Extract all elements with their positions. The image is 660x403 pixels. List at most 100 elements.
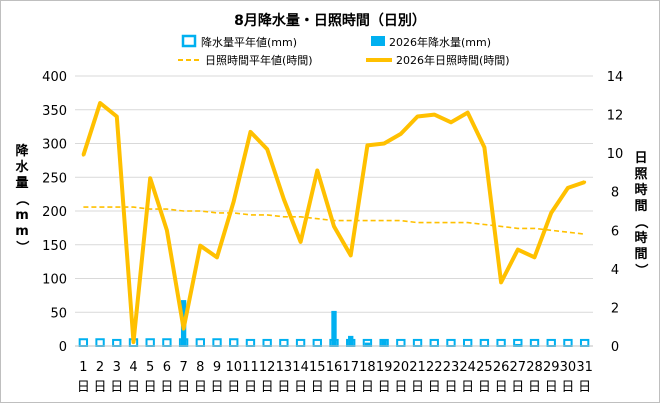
sunshine-2026-point — [382, 142, 386, 145]
precip-2026-bar — [515, 343, 521, 346]
x-tick-label: 24 — [459, 360, 476, 375]
x-tick-label: 18 — [359, 360, 376, 375]
right-tick-label: 6 — [611, 224, 619, 239]
sunshine-2026-point — [182, 327, 186, 331]
right-axis-title-char: 日 — [634, 151, 647, 166]
normal-precip-bar — [463, 338, 473, 347]
left-tick-label: 300 — [42, 138, 67, 153]
sunshine-2026-point — [449, 120, 453, 124]
x-tick-suffix: 日 — [77, 380, 90, 395]
right-axis-title-char: 間 — [634, 199, 647, 214]
normal-precip-bar — [195, 338, 205, 347]
normal-precip-bar — [546, 338, 556, 347]
sunshine-2026-point — [215, 255, 219, 259]
legend-swatch-precip-2026 — [371, 36, 385, 46]
x-tick-suffix: 日 — [578, 380, 591, 395]
right-axis-title: 日照時間（時間） — [633, 151, 649, 277]
normal-precip-bar — [429, 338, 439, 347]
legend-swatch-normal-precip — [181, 34, 197, 48]
right-axis-title-char: （ — [633, 215, 649, 228]
x-tick-suffix: 日 — [160, 380, 173, 395]
x-tick-label: 22 — [426, 360, 443, 375]
normal-precip-bar — [312, 338, 322, 347]
x-tick-label: 7 — [179, 360, 187, 375]
x-tick-suffix: 日 — [211, 380, 224, 395]
x-tick-label: 13 — [276, 360, 293, 375]
sunshine-2026-point — [148, 176, 152, 180]
sunshine-2026-line — [81, 101, 586, 345]
x-tick-suffix: 日 — [244, 380, 257, 395]
right-axis-ticks: 0 2 4 6 8 10 12 14 — [607, 70, 624, 355]
sunshine-2026-point — [81, 153, 85, 157]
normal-precip-bar — [295, 338, 306, 347]
x-tick-label: 26 — [493, 360, 510, 375]
x-tick-label: 31 — [576, 360, 593, 375]
x-tick-suffix: 日 — [394, 380, 407, 395]
sunshine-2026-point — [365, 143, 369, 147]
x-tick-label: 2 — [96, 360, 104, 375]
normal-precip-bar — [262, 338, 272, 347]
normal-precip-bar — [145, 338, 155, 347]
x-tick-suffix: 日 — [411, 380, 424, 395]
x-tick-suffix: 日 — [327, 380, 340, 395]
x-tick-label: 17 — [342, 360, 359, 375]
x-tick-label: 6 — [163, 360, 171, 375]
sunshine-2026-point — [399, 132, 403, 136]
normal-precip-bar — [579, 338, 590, 347]
x-tick-suffix: 日 — [311, 380, 324, 395]
left-tick-label: 150 — [42, 239, 67, 254]
left-tick-label: 350 — [42, 104, 67, 119]
left-tick-label: 400 — [42, 70, 67, 85]
normal-precip-bar — [479, 338, 490, 347]
x-tick-suffix: 日 — [495, 380, 508, 395]
right-tick-label: 4 — [611, 263, 619, 278]
sunshine-2026-point — [482, 145, 486, 149]
sunshine-2026-point — [432, 113, 436, 117]
x-tick-label: 28 — [526, 360, 543, 375]
x-tick-suffix: 日 — [428, 380, 441, 395]
sunshine-2026-point — [232, 199, 236, 203]
right-tick-label: 12 — [607, 109, 624, 124]
right-tick-label: 10 — [607, 147, 624, 162]
normal-precip-bar — [446, 338, 456, 347]
x-tick-suffix: 日 — [277, 380, 290, 395]
x-tick-label: 20 — [393, 360, 410, 375]
chart-title: 8月降水量・日照時間（日別） — [234, 12, 426, 29]
x-tick-suffix: 日 — [478, 380, 491, 395]
x-tick-suffix: 日 — [561, 380, 574, 395]
x-tick-suffix: 日 — [344, 380, 357, 395]
sunshine-2026-point — [98, 101, 102, 105]
right-tick-label: 2 — [611, 301, 619, 316]
x-tick-suffix: 日 — [177, 380, 190, 395]
x-axis-ticks: 1日2日3日4日5日6日7日8日9日10日11日12日13日14日15日16日1… — [77, 360, 593, 395]
sunshine-2026-point — [566, 186, 570, 190]
x-tick-suffix: 日 — [361, 380, 374, 395]
x-tick-label: 8 — [196, 360, 204, 375]
left-axis-title-char: 降 — [15, 143, 29, 159]
x-tick-label: 11 — [242, 360, 259, 375]
right-tick-label: 14 — [607, 70, 624, 85]
normal-precip-bar — [529, 338, 540, 347]
gridlines — [75, 75, 593, 313]
x-tick-label: 14 — [292, 360, 309, 375]
x-tick-label: 29 — [543, 360, 560, 375]
right-axis-title-char: 時 — [634, 230, 647, 246]
normal-precip-bar — [212, 338, 222, 347]
sunshine-2026-point — [282, 197, 286, 201]
x-tick-label: 30 — [560, 360, 577, 375]
normal-precip-bar — [496, 338, 506, 347]
normal-precip-bar — [563, 338, 573, 347]
left-axis-title-char: 量 — [15, 176, 28, 191]
normal-precip-bar — [112, 338, 122, 347]
sunshine-2026-point — [115, 115, 119, 118]
left-tick-label: 0 — [59, 340, 67, 355]
right-axis-title-char: ） — [633, 263, 649, 276]
precip-2026-bar — [348, 335, 354, 346]
right-axis-title-char: 照 — [634, 167, 647, 182]
x-tick-label: 9 — [213, 360, 221, 375]
normal-precip-bar — [162, 338, 172, 347]
sunshine-2026-point — [549, 211, 553, 215]
left-axis-title-char: ） — [14, 240, 30, 253]
x-tick-suffix: 日 — [144, 380, 157, 395]
